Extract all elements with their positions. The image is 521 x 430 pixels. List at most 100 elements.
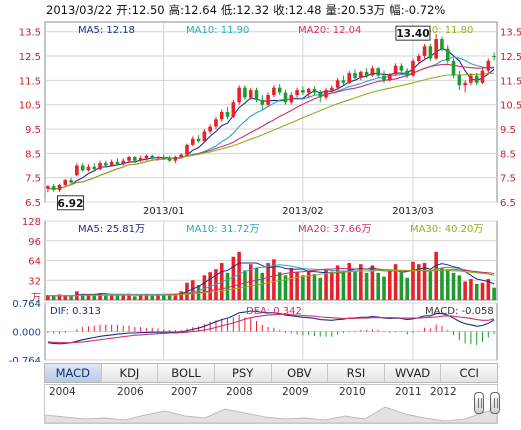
macd-tick-label: 0.764 bbox=[12, 299, 41, 310]
volume-bar bbox=[243, 270, 247, 300]
candle-body bbox=[57, 184, 62, 190]
volume-bar bbox=[347, 262, 352, 300]
volume-bar bbox=[474, 283, 479, 300]
tab-macd[interactable]: MACD bbox=[45, 364, 102, 382]
candle-body bbox=[69, 180, 73, 183]
price-tick-label-left: 9.5 bbox=[25, 125, 41, 136]
candle-body bbox=[173, 157, 178, 161]
candle-body bbox=[202, 131, 207, 142]
volume-ma-line bbox=[47, 269, 495, 297]
volume-bar bbox=[190, 280, 195, 300]
volume-ma-legend: MA30: 40.20万 bbox=[410, 224, 483, 235]
candle-body bbox=[370, 68, 375, 76]
volume-ma-legend: MA5: 25.81万 bbox=[78, 224, 145, 235]
volume-bar bbox=[46, 295, 50, 300]
quote-volume: 量:20.53万 bbox=[325, 3, 386, 17]
volume-bar bbox=[225, 272, 230, 300]
volume-bar bbox=[133, 296, 137, 300]
volume-bar bbox=[434, 251, 438, 300]
candle-body bbox=[445, 48, 450, 61]
volume-unit-label: 万 bbox=[31, 293, 41, 304]
candle-body bbox=[46, 186, 50, 189]
volume-bar bbox=[416, 264, 421, 300]
date-tick-label: 2013/01 bbox=[143, 206, 185, 217]
volume-bar bbox=[480, 282, 485, 300]
volume-bar bbox=[277, 272, 282, 300]
tab-wvad[interactable]: WVAD bbox=[384, 364, 442, 382]
candle-body bbox=[301, 90, 305, 93]
price-tick-label-right: 12.5 bbox=[500, 52, 521, 63]
price-ma-legend: MA20: 12.04 bbox=[298, 25, 361, 36]
tab-cci[interactable]: CCI bbox=[441, 364, 497, 382]
candle-body bbox=[330, 87, 334, 91]
candle-body bbox=[341, 80, 346, 83]
candle-body bbox=[324, 90, 328, 98]
candle-body bbox=[382, 75, 386, 81]
quote-info-bar: 2013/03/22 开:12.50 高:12.64 低:12.32 收:12.48 量:… bbox=[46, 2, 449, 18]
candle-body bbox=[231, 102, 236, 117]
volume-bar bbox=[51, 296, 56, 300]
timeline-sparkline bbox=[45, 406, 497, 423]
volume-bar bbox=[254, 267, 259, 300]
quote-change: 幅:-0.72% bbox=[389, 3, 446, 17]
tab-obv[interactable]: OBV bbox=[271, 364, 329, 382]
price-tick-label-right: 11.5 bbox=[500, 76, 521, 87]
price-tick-label-right: 8.5 bbox=[500, 149, 516, 160]
candle-body bbox=[254, 90, 259, 100]
volume-bar bbox=[370, 265, 375, 300]
volume-bar bbox=[283, 275, 288, 300]
volume-bar bbox=[80, 293, 85, 300]
candle-body bbox=[393, 65, 398, 75]
volume-bar bbox=[422, 262, 427, 300]
price-ma30-line bbox=[47, 72, 495, 190]
volume-bar bbox=[341, 271, 346, 300]
tab-rsi[interactable]: RSI bbox=[328, 364, 385, 382]
volume-tick-label: 64 bbox=[28, 257, 41, 268]
candle-body bbox=[266, 94, 270, 105]
candle-body bbox=[208, 126, 212, 132]
candle-body bbox=[214, 119, 218, 127]
timeline-right-handle[interactable] bbox=[490, 392, 500, 414]
candle-body bbox=[86, 166, 91, 171]
volume-bar bbox=[156, 295, 160, 300]
volume-bar bbox=[440, 267, 444, 300]
candle-body bbox=[185, 144, 189, 155]
candle-body bbox=[80, 165, 85, 171]
candle-body bbox=[277, 87, 282, 93]
volume-bar bbox=[457, 275, 462, 300]
date-tick-label: 2013/03 bbox=[392, 206, 434, 217]
tab-boll[interactable]: BOLL bbox=[158, 364, 215, 382]
candle-body bbox=[272, 87, 276, 95]
timeline-year: 2012 bbox=[430, 386, 457, 398]
candle-body bbox=[295, 90, 299, 95]
candle-body bbox=[353, 73, 357, 78]
candle-body bbox=[469, 75, 473, 83]
tab-kdj[interactable]: KDJ bbox=[101, 364, 159, 382]
volume-bar bbox=[150, 295, 155, 300]
price-ma-legend: MA10: 11.90 bbox=[186, 25, 249, 36]
volume-bar bbox=[301, 275, 305, 300]
timeline-left-handle[interactable] bbox=[474, 392, 484, 414]
volume-ma-legend: MA10: 31.72万 bbox=[186, 224, 259, 235]
candle-body bbox=[399, 65, 404, 71]
volume-bar bbox=[92, 294, 97, 300]
candle-body bbox=[457, 75, 462, 86]
candle-body bbox=[150, 155, 155, 159]
volume-ma-legend: MA20: 37.66万 bbox=[298, 224, 371, 235]
volume-bar bbox=[173, 293, 178, 300]
volume-bar bbox=[486, 279, 491, 300]
volume-bar bbox=[167, 295, 172, 300]
candle-body bbox=[376, 68, 381, 76]
volume-bar bbox=[376, 272, 381, 300]
price-tick-label-right: 6.5 bbox=[500, 198, 516, 209]
tab-psy[interactable]: PSY bbox=[214, 364, 272, 382]
volume-bar bbox=[364, 272, 369, 300]
volume-bar bbox=[161, 294, 166, 300]
candle-body bbox=[318, 92, 323, 98]
candle-body bbox=[411, 60, 415, 76]
candle-body bbox=[243, 87, 247, 98]
volume-bar bbox=[121, 295, 126, 300]
volume-bar bbox=[237, 251, 241, 300]
candle-body bbox=[92, 166, 97, 170]
timeline-navigator[interactable]: 2004 2006 2007 2008 2009 2010 2011 2012 bbox=[44, 384, 498, 424]
